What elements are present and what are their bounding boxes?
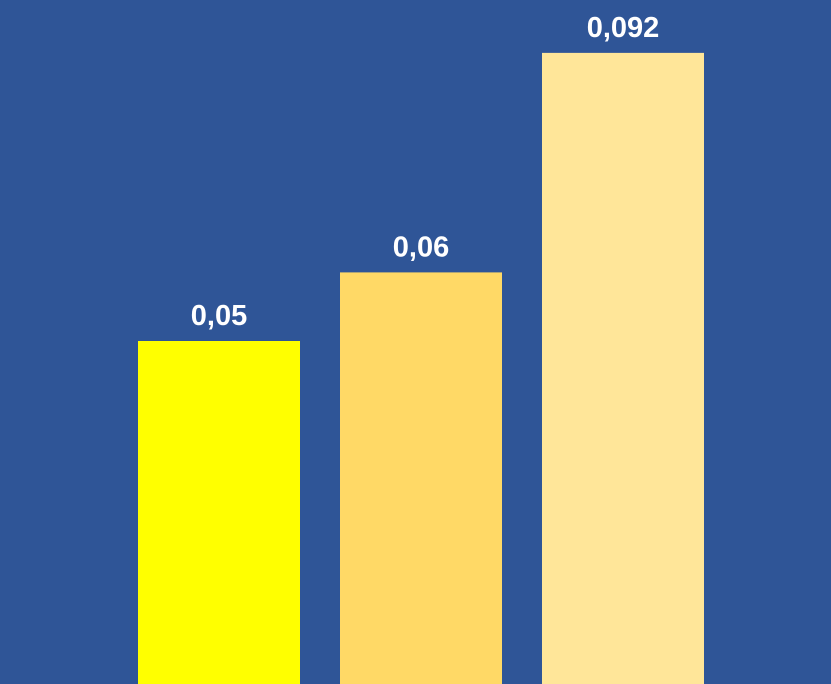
bar-3-value-label: 0,092 [587,12,660,44]
value-labels-layer: 0,05 0,06 0,092 [191,12,660,332]
bars-layer [138,52,704,684]
bar-3 [542,52,704,684]
bar-2 [340,272,502,684]
bar-1-value-label: 0,05 [191,300,247,332]
bar-1 [138,341,300,684]
bar-2-value-label: 0,06 [393,231,449,263]
